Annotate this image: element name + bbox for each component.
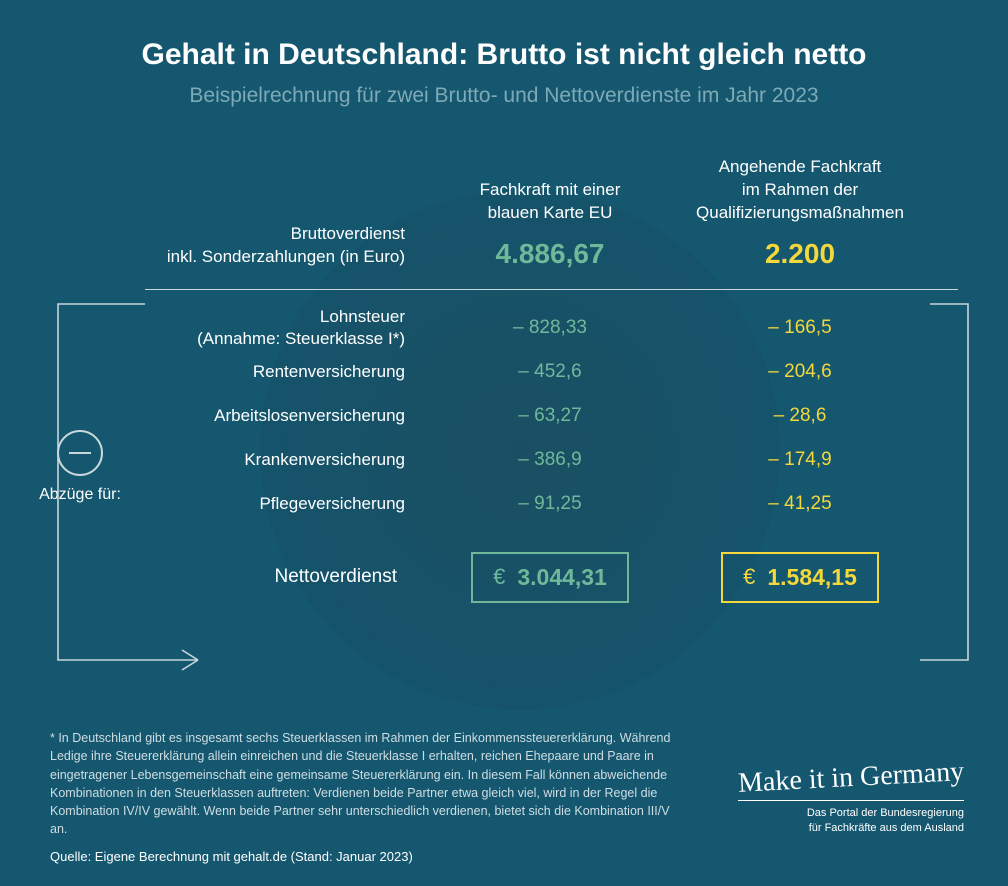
logo-sub-l2: für Fachkräfte aus dem Ausland: [809, 822, 964, 834]
deduction-col2: – 166,5: [675, 317, 925, 339]
deduction-row: Pflegeversicherung– 91,25– 41,25: [145, 482, 958, 526]
deduction-col2: – 174,9: [675, 449, 925, 471]
col1-header: Fachkraft mit einer blauen Karte EU 4.88…: [425, 179, 675, 275]
col2-header-l2: im Rahmen der: [742, 180, 858, 199]
net-col1-value: 3.044,31: [517, 564, 607, 591]
net-label: Nettoverdienst: [145, 566, 425, 588]
header-row: Bruttoverdienst inkl. Sonderzahlungen (i…: [145, 156, 958, 275]
deduction-col1: – 828,33: [425, 317, 675, 339]
logo-sub-l1: Das Portal der Bundesregierung: [807, 807, 964, 819]
deduction-row: Rentenversicherung– 452,6– 204,6: [145, 350, 958, 394]
deduction-col1: – 91,25: [425, 493, 675, 515]
col2-header-l1: Angehende Fachkraft: [719, 157, 882, 176]
gross-label-l2: inkl. Sonderzahlungen (in Euro): [167, 247, 405, 266]
net-col1-wrap: € 3.044,31: [425, 552, 675, 603]
footnote: * In Deutschland gibt es insgesamt sechs…: [50, 729, 690, 838]
net-col2-wrap: € 1.584,15: [675, 552, 925, 603]
deduction-label: Arbeitslosenversicherung: [145, 405, 425, 426]
page-title: Gehalt in Deutschland: Brutto ist nicht …: [50, 38, 958, 72]
content-area: Gehalt in Deutschland: Brutto ist nicht …: [0, 0, 1008, 623]
logo-area: Make it in Germany Das Portal der Bundes…: [738, 762, 964, 836]
deduction-row: Arbeitslosenversicherung– 63,27– 28,6: [145, 394, 958, 438]
col1-header-l1: Fachkraft mit einer: [480, 180, 621, 199]
col2-header: Angehende Fachkraft im Rahmen der Qualif…: [675, 156, 925, 275]
deduction-col1: – 452,6: [425, 361, 675, 383]
deduction-col2: – 204,6: [675, 361, 925, 383]
deduction-col2: – 41,25: [675, 493, 925, 515]
gross-label-l1: Bruttoverdienst: [291, 224, 405, 243]
deduction-label: Pflegeversicherung: [145, 493, 425, 514]
gross-col1: 4.886,67: [425, 235, 675, 273]
deduction-label: Krankenversicherung: [145, 449, 425, 470]
gross-col2: 2.200: [675, 235, 925, 273]
source-line: Quelle: Eigene Berechnung mit gehalt.de …: [50, 849, 413, 864]
net-box-yellow: € 1.584,15: [721, 552, 879, 603]
net-box-green: € 3.044,31: [471, 552, 629, 603]
minus-icon: [57, 430, 103, 476]
deduction-label: Rentenversicherung: [145, 361, 425, 382]
page-subtitle: Beispielrechnung für zwei Brutto- und Ne…: [50, 84, 958, 108]
gross-label: Bruttoverdienst inkl. Sonderzahlungen (i…: [145, 223, 425, 275]
deduction-col1: – 63,27: [425, 405, 675, 427]
divider-top: [145, 289, 958, 290]
logo-script: Make it in Germany: [737, 756, 965, 800]
deduction-label: Lohnsteuer(Annahme: Steuerklasse I*): [145, 306, 425, 349]
col2-header-l3: Qualifizierungsmaßnahmen: [696, 203, 904, 222]
net-col2-value: 1.584,15: [767, 564, 857, 591]
deduction-row: Lohnsteuer(Annahme: Steuerklasse I*)– 82…: [145, 306, 958, 350]
logo-sub: Das Portal der Bundesregierung für Fachk…: [738, 800, 964, 836]
net-row: Nettoverdienst € 3.044,31 € 1.584,15: [145, 552, 958, 603]
deduction-col2: – 28,6: [675, 405, 925, 427]
salary-table: Bruttoverdienst inkl. Sonderzahlungen (i…: [145, 156, 958, 603]
deduction-col1: – 386,9: [425, 449, 675, 471]
deduction-row: Krankenversicherung– 386,9– 174,9: [145, 438, 958, 482]
euro-icon: €: [493, 564, 505, 590]
col1-header-l2: blauen Karte EU: [488, 203, 613, 222]
euro-icon: €: [743, 564, 755, 590]
